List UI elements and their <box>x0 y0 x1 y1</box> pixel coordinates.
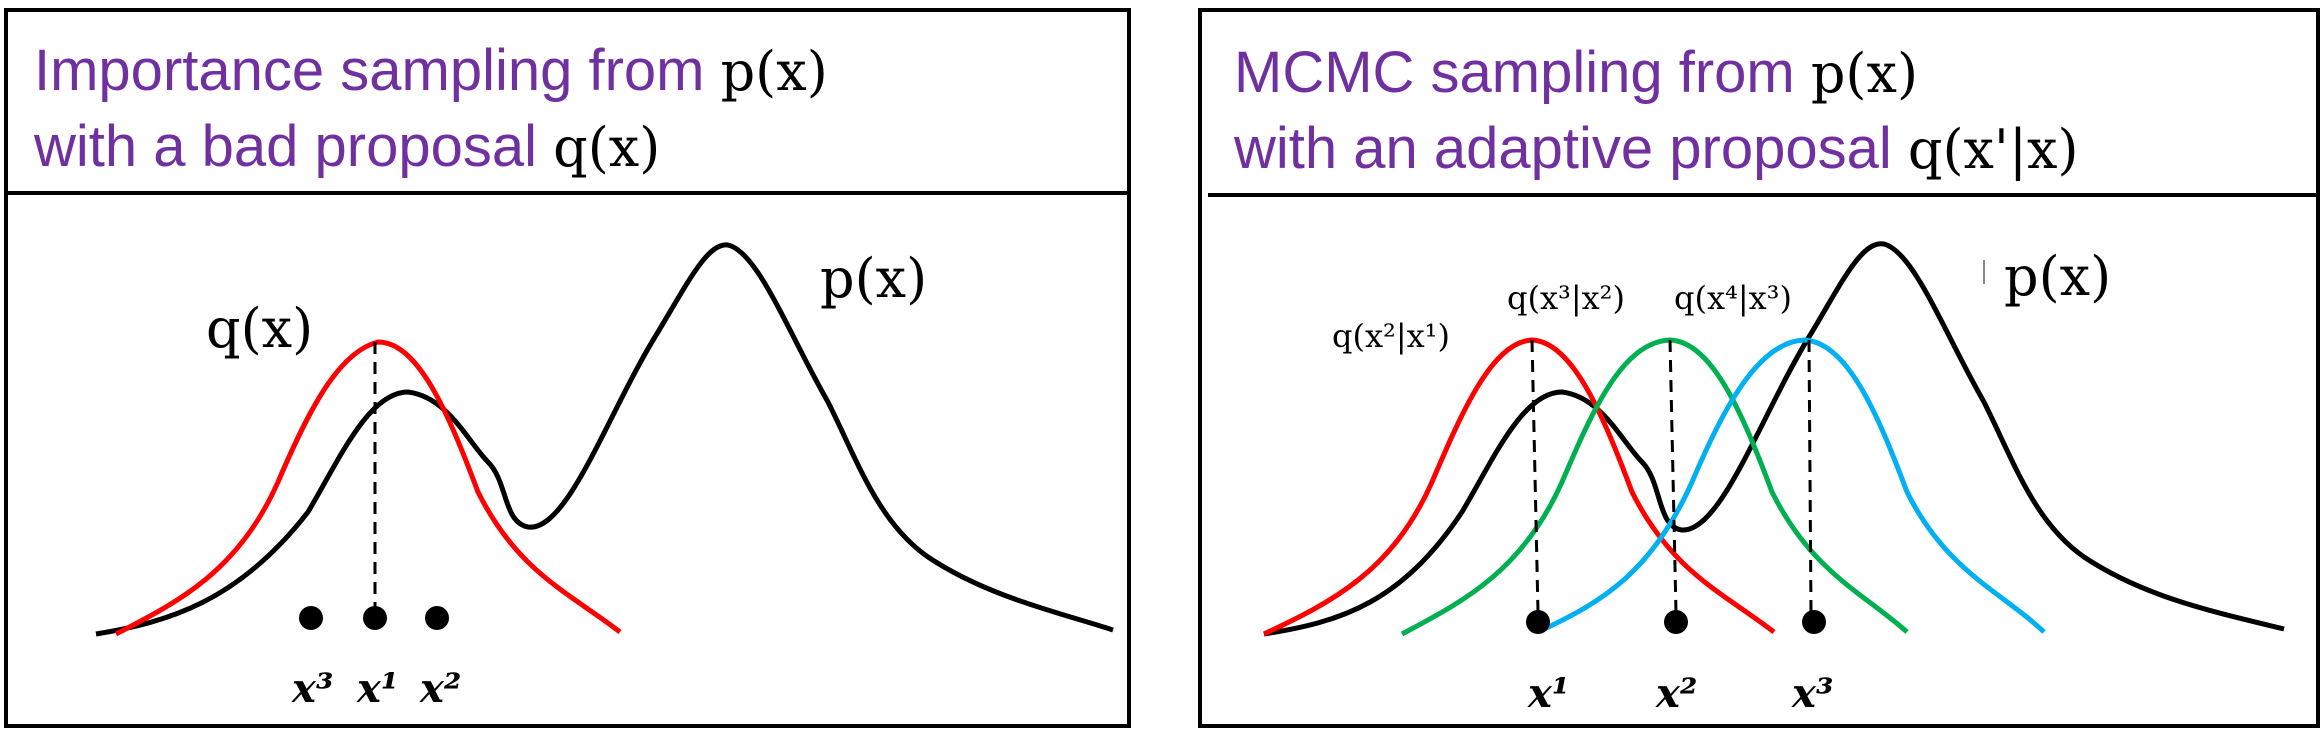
importance-sampling-panel: Importance sampling from p(x) with a bad… <box>4 8 1131 728</box>
proposal-label-red: q(x²|x¹) <box>1332 317 1450 355</box>
chain-dot-x3 <box>1802 610 1826 634</box>
bad-proposal-curve <box>114 339 622 637</box>
proposal-red-mode-dashed-line <box>1530 339 1540 613</box>
sample-dot-x1 <box>363 606 387 630</box>
mcmc-title-text-1: MCMC sampling from <box>1234 40 1811 105</box>
sample-label-x1: x¹ <box>356 665 398 712</box>
mcmc-title-box: MCMC sampling from p(x) with an adaptive… <box>1208 14 2320 197</box>
importance-plot: p(x) q(x) x³ x¹ x² <box>95 242 1114 712</box>
mcmc-target-density-curve <box>1263 241 2285 637</box>
mcmc-title-math-2: q(x'|x) <box>1907 118 2079 181</box>
mcmc-title-text-2: with an adaptive proposal <box>1234 116 1908 181</box>
mcmc-title-line-1: MCMC sampling from p(x) <box>1234 44 1918 102</box>
mcmc-title-math-1: p(x) <box>1810 42 1919 105</box>
mcmc-plot: p(x) q(x²|x¹) q(x³|x²) q(x⁴|x³) x¹ x² x³ <box>1262 241 2285 717</box>
importance-title-text-2: with a bad proposal <box>34 114 554 179</box>
label-p-x: p(x) <box>820 247 927 310</box>
sample-label-x2: x² <box>419 665 461 712</box>
importance-title-line-1: Importance sampling from p(x) <box>34 42 828 100</box>
proposal-blue-mode-dashed-line <box>1807 339 1813 613</box>
sample-dot-x3 <box>299 606 323 630</box>
chain-dot-x2 <box>1664 610 1688 634</box>
proposal-curve-blue <box>1540 337 2046 634</box>
sample-label-x3: x³ <box>291 665 333 712</box>
mcmc-sampling-panel: MCMC sampling from p(x) with an adaptive… <box>1198 8 2320 728</box>
importance-title-math-1: p(x) <box>720 40 828 103</box>
chain-label-x2: x² <box>1655 670 1697 717</box>
proposal-curve-red <box>1262 337 1776 637</box>
importance-title-box: Importance sampling from p(x) with a bad… <box>8 12 1127 195</box>
proposal-label-green: q(x³|x²) <box>1507 279 1625 317</box>
importance-title-math-2: q(x) <box>553 116 661 179</box>
mcmc-title-line-2: with an adaptive proposal q(x'|x) <box>1234 120 2079 178</box>
chain-dot-x1 <box>1526 610 1550 634</box>
target-density-curve <box>95 242 1114 637</box>
chain-label-x3: x³ <box>1791 670 1833 717</box>
proposal-label-blue: q(x⁴|x³) <box>1674 279 1792 317</box>
sample-dot-x2 <box>425 606 449 630</box>
chain-label-x1: x¹ <box>1527 670 1569 717</box>
proposal-green-mode-dashed-line <box>1668 339 1678 613</box>
importance-title-line-2: with a bad proposal q(x) <box>34 118 660 176</box>
label-q-x: q(x) <box>206 297 313 360</box>
mcmc-label-p-x: p(x) <box>2004 245 2111 308</box>
importance-title-text-1: Importance sampling from <box>34 38 721 103</box>
